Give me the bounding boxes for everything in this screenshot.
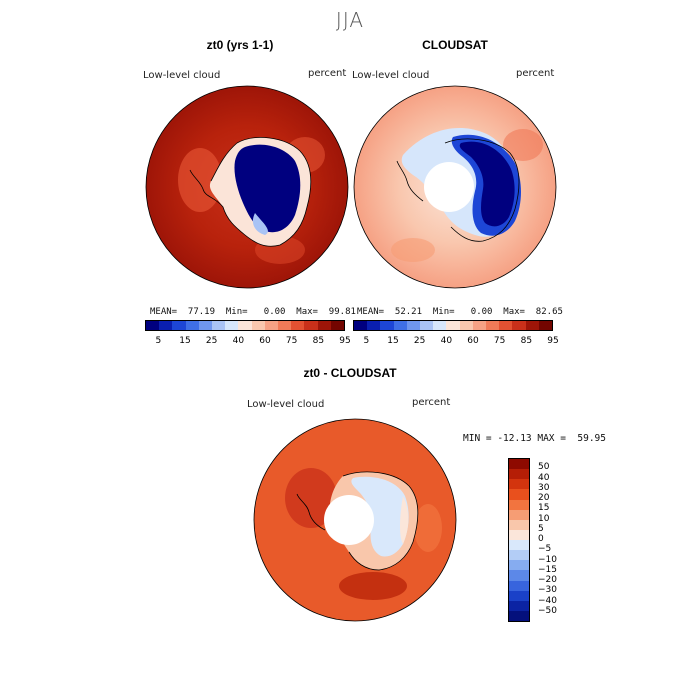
panel-2-stats: MEAN= 52.21 Min= 0.00 Max= 82.65 [357,307,563,317]
colorbar-swatch [509,459,529,470]
colorbar-swatch [459,321,473,330]
panel-3-polar-map [253,418,457,622]
colorbar-swatch [509,489,529,500]
colorbar-tick-label: 75 [493,336,506,346]
colorbar-tick-label: 25 [413,336,426,346]
colorbar-tick-label: 75 [285,336,298,346]
colorbar-swatch [512,321,526,330]
colorbar-tick-label: 20 [538,493,550,503]
colorbar-tick-label: 5 [363,336,370,346]
panel-2-colorbar [353,320,553,331]
colorbar-tick-label: 15 [538,503,550,514]
panel-3-colorbar [508,458,530,622]
panel-2-colorbar-ticks: 5 15 25 40 60 75 85 95 [353,336,558,348]
colorbar-swatch [185,321,199,330]
colorbar-swatch [472,321,487,330]
colorbar-swatch [264,321,279,330]
colorbar-swatch [198,321,213,330]
panel-2-variable-label: Low-level cloud [352,70,430,81]
colorbar-swatch [304,321,318,330]
colorbar-swatch [238,321,252,330]
colorbar-swatch [509,479,529,490]
colorbar-swatch [509,560,529,571]
colorbar-tick-label: 95 [339,336,351,346]
panel-3-units-label: percent [412,397,451,408]
panel-1-units-label: percent [308,68,347,79]
colorbar-swatch [509,610,529,621]
colorbar-swatch [486,321,500,330]
colorbar-swatch [159,321,173,330]
panel-1-stats: MEAN= 77.19 Min= 0.00 Max= 99.81 [150,307,356,317]
colorbar-swatch [509,590,529,601]
colorbar-swatch [509,570,529,581]
colorbar-tick-label: 85 [520,336,533,346]
colorbar-tick-label: 0 [538,534,544,544]
colorbar-swatch [367,321,381,330]
colorbar-swatch [212,321,226,330]
colorbar-tick-label: 10 [538,513,550,524]
panel-3-min-max: MIN = -12.13 MAX = 59.95 [463,433,606,444]
panel-3-variable-label: Low-level cloud [247,399,325,410]
colorbar-swatch [509,600,529,611]
colorbar-tick-label: 95 [547,336,559,346]
colorbar-tick-label: 5 [538,523,544,534]
colorbar-swatch [509,529,529,540]
colorbar-tick-label: 40 [440,336,453,346]
colorbar-tick-label: 5 [155,336,162,346]
colorbar-swatch [406,321,421,330]
panel-1-colorbar-ticks: 5 15 25 40 60 75 85 95 [145,336,350,348]
colorbar-tick-label: −40 [538,595,557,606]
colorbar-swatch [509,550,529,561]
colorbar-swatch [538,321,553,330]
colorbar-tick-label: −50 [538,605,557,616]
colorbar-swatch [380,321,394,330]
panel-2-units-label: percent [516,68,555,79]
colorbar-tick-label: 40 [538,472,550,483]
colorbar-tick-label: −30 [538,585,557,596]
colorbar-tick-label: 50 [538,462,550,473]
colorbar-swatch [433,321,447,330]
colorbar-swatch [317,321,331,330]
colorbar-swatch [251,321,265,330]
colorbar-tick-label: 40 [232,336,245,346]
colorbar-swatch [525,321,539,330]
panel-2-polar-map [353,85,557,289]
colorbar-swatch [509,499,529,510]
colorbar-tick-label: 15 [179,336,191,346]
colorbar-tick-label: 60 [259,336,271,346]
colorbar-tick-label: 85 [312,336,325,346]
colorbar-tick-label: 15 [387,336,399,346]
colorbar-swatch [291,321,305,330]
colorbar-swatch [509,519,529,530]
panel-2-title: CLOUDSAT [422,38,488,52]
colorbar-swatch [146,321,160,330]
colorbar-tick-label: 60 [467,336,479,346]
colorbar-swatch [225,321,239,330]
colorbar-tick-label: −5 [538,544,552,555]
colorbar-swatch [509,469,529,480]
colorbar-swatch [330,321,345,330]
colorbar-swatch [499,321,513,330]
panel-1-title: zt0 (yrs 1-1) [206,38,274,52]
panel-1-variable-label: Low-level cloud [143,70,221,81]
colorbar-swatch [278,321,292,330]
colorbar-swatch [446,321,460,330]
colorbar-tick-label: 25 [205,336,218,346]
panel-3-title: zt0 - CLOUDSAT [303,366,397,380]
panel-1-polar-map [145,85,349,289]
colorbar-tick-label: −15 [538,564,557,575]
figure-title: JJA [335,8,365,32]
colorbar-tick-label: −10 [538,554,557,565]
colorbar-swatch [354,321,368,330]
colorbar-tick-label: −20 [538,575,557,585]
panel-1-colorbar [145,320,345,331]
colorbar-swatch [509,580,529,591]
colorbar-swatch [172,321,186,330]
colorbar-swatch [509,509,529,520]
colorbar-swatch [509,540,529,551]
colorbar-tick-label: 30 [538,482,550,493]
colorbar-swatch [393,321,407,330]
colorbar-swatch [420,321,434,330]
